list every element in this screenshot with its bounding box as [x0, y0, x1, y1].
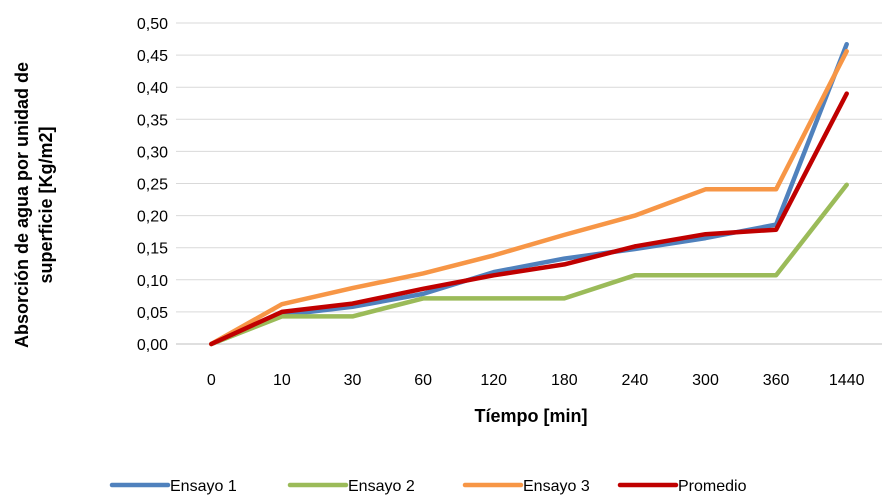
- y-tick-label: 0,15: [137, 241, 168, 258]
- series-line-2: [209, 182, 849, 347]
- gridlines: [176, 22, 882, 313]
- legend-label-1: Ensayo 1: [170, 478, 237, 495]
- x-axis-title: Tíempo [min]: [475, 406, 588, 426]
- legend-label-2: Ensayo 2: [348, 478, 415, 495]
- legend-label-4: Promedio: [678, 478, 747, 495]
- y-tick-label: 0,35: [137, 112, 168, 129]
- series-line-4: [209, 91, 849, 347]
- series-lines: [209, 41, 849, 347]
- x-tick-label: 360: [763, 372, 790, 389]
- x-tick-label: 30: [344, 372, 362, 389]
- legend: Ensayo 1 Ensayo 2 Ensayo 3 Promedio: [109, 478, 747, 495]
- y-axis-title: Absorción de agua por unidad de superfic…: [12, 62, 56, 348]
- x-axis-tick-labels: 0 10 30 60 120 180 240 300 360 1440: [207, 372, 865, 389]
- x-tick-label: 1440: [829, 372, 865, 389]
- y-tick-label: 0,45: [137, 48, 168, 65]
- y-tick-label: 0,40: [137, 80, 168, 97]
- x-tick-label: 180: [551, 372, 578, 389]
- x-tick-label: 10: [273, 372, 291, 389]
- y-tick-label: 0,30: [137, 144, 168, 161]
- x-tick-label: 240: [622, 372, 649, 389]
- y-tick-label: 0,05: [137, 305, 168, 322]
- y-tick-label: 0,25: [137, 177, 168, 194]
- x-tick-label: 60: [414, 372, 432, 389]
- y-axis-tick-labels: 0,00 0,05 0,10 0,15 0,20 0,25 0,30 0,35 0,40 0,45…: [137, 16, 168, 354]
- y-tick-label: 0,50: [137, 16, 168, 33]
- y-tick-label: 0,00: [137, 337, 168, 354]
- legend-label-3: Ensayo 3: [523, 478, 590, 495]
- y-axis-title-line-2: superficie [Kg/m2]: [36, 126, 56, 283]
- x-tick-label: 0: [207, 372, 216, 389]
- y-axis-title-line-1: Absorción de agua por unidad de: [12, 62, 32, 348]
- x-tick-label: 120: [480, 372, 507, 389]
- series-line-3: [209, 48, 849, 347]
- x-tick-label: 300: [692, 372, 719, 389]
- y-tick-label: 0,20: [137, 209, 168, 226]
- y-tick-label: 0,10: [137, 273, 168, 290]
